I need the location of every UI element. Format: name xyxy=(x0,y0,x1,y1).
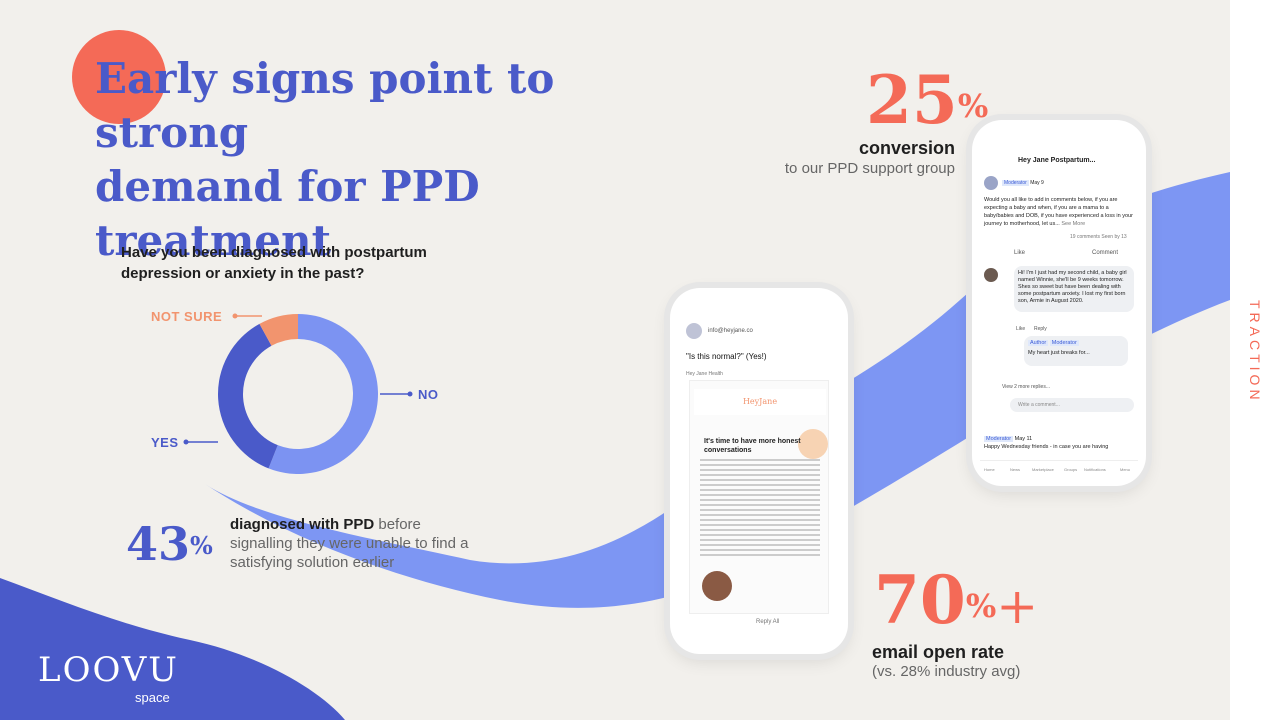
stat-diagnosed-value: 43% xyxy=(126,516,213,572)
see-more-link[interactable]: See More xyxy=(1061,221,1086,227)
second-moderator-badge: Moderator xyxy=(984,436,1014,442)
more-replies-link[interactable]: View 2 more replies... xyxy=(1002,384,1050,390)
commenter-avatar xyxy=(984,268,998,282)
nav-marketplace[interactable]: Marketplace xyxy=(1032,467,1054,472)
label-no: NO xyxy=(418,387,439,402)
post-body: Would you all like to add in comments be… xyxy=(984,197,1133,227)
stat-conversion-unit: % xyxy=(957,87,989,125)
email-sender: Hey Jane Health xyxy=(686,371,723,377)
stat-conversion-subtitle: to our PPD support group xyxy=(784,160,955,177)
moderator-avatar xyxy=(984,176,998,190)
nav-news[interactable]: News xyxy=(1010,467,1021,472)
seen-by: Seen by 13 xyxy=(1101,234,1127,240)
comment-reply[interactable]: Reply xyxy=(1034,326,1047,332)
wave-dark xyxy=(0,578,345,720)
email-text-lines xyxy=(700,459,820,559)
leader-no-dot xyxy=(407,391,413,397)
stat-email-number: 70 xyxy=(874,561,966,639)
leader-yes-dot xyxy=(183,439,189,445)
stat-email-value: 70%+ xyxy=(874,560,1038,646)
reply-moderator-badge: Moderator xyxy=(1049,340,1079,346)
page-title: Early signs point to strong demand for P… xyxy=(95,52,715,268)
nav-notifications[interactable]: Notifications xyxy=(1084,467,1106,472)
post-date: May 9 xyxy=(1030,180,1044,186)
label-yes: YES xyxy=(151,435,179,450)
survey-question: Have you been diagnosed with postpartum … xyxy=(121,244,427,282)
email-from: info@heyjane.co xyxy=(708,328,753,334)
stat-diagnosed-bold: diagnosed with PPD xyxy=(230,516,375,533)
stat-email-suffix: + xyxy=(996,577,1039,635)
stat-conversion-value: 25% xyxy=(866,60,988,140)
stat-diagnosed-rest: before signalling they were unable to fi… xyxy=(230,516,469,571)
stat-diagnosed-text: diagnosed with PPD before signalling the… xyxy=(230,515,480,572)
reply-all-button[interactable]: Reply All xyxy=(756,619,780,625)
logo-sub: space xyxy=(135,690,170,705)
post-stats: 19 comments Seen by 13 xyxy=(1070,234,1127,240)
author-badge: Author xyxy=(1028,340,1049,346)
stat-email-unit: % xyxy=(965,587,997,625)
stat-conversion-title: conversion xyxy=(858,138,955,158)
email-brand: HeyJane xyxy=(694,389,826,415)
donut-slice-not-sure xyxy=(259,314,298,346)
side-strip xyxy=(1230,0,1280,720)
stat-diagnosed-number: 43 xyxy=(126,517,191,571)
email-screen: info@heyjane.co "Is this normal?" (Yes!)… xyxy=(682,318,836,618)
email-phone-mockup: info@heyjane.co "Is this normal?" (Yes!)… xyxy=(670,288,848,654)
second-post-text: Happy Wednesday friends - in case you ar… xyxy=(984,444,1109,450)
title-accent-dot xyxy=(72,30,166,124)
email-toolbar: Reply All xyxy=(682,616,836,634)
email-decor-circle xyxy=(798,429,828,459)
stat-email-subtitle: (vs. 28% industry avg) xyxy=(872,663,1021,680)
donut-slice-yes xyxy=(218,323,278,469)
section-label: TRACTION xyxy=(1247,300,1263,404)
email-body: HeyJane It's time to have more honest co… xyxy=(689,380,829,614)
donut-slice-no xyxy=(268,314,379,474)
leader-not-sure-dot xyxy=(232,313,238,319)
comment-button[interactable]: Comment xyxy=(1092,250,1119,256)
nav-home[interactable]: Home xyxy=(984,467,995,472)
reply-bubble: Author Moderator My heart just breaks fo… xyxy=(1024,336,1128,366)
moderator-badge: Moderator xyxy=(1002,180,1029,186)
title-line-1: Early signs point to strong xyxy=(95,54,555,157)
stat-email-title: email open rate xyxy=(872,642,1005,662)
label-not-sure: NOT SURE xyxy=(151,309,223,324)
nav-menu[interactable]: Menu xyxy=(1120,467,1131,472)
email-subject: "Is this normal?" (Yes!) xyxy=(686,352,767,361)
reply-text: My heart just breaks for... xyxy=(1028,350,1090,356)
social-phone-mockup: Hey Jane Postpartum... Moderator May 9 W… xyxy=(972,120,1146,486)
sender-avatar xyxy=(686,323,702,339)
logo: LOOVU xyxy=(38,650,179,690)
nav-groups[interactable]: Groups xyxy=(1064,467,1078,472)
group-header: Hey Jane Postpartum... xyxy=(980,154,1138,170)
group-name: Hey Jane Postpartum... xyxy=(1018,157,1096,164)
second-post: Moderator May 11 Happy Wednesday friends… xyxy=(984,436,1136,450)
post-meta: Moderator May 9 xyxy=(1002,180,1044,186)
bottom-nav: Home News Marketplace Groups Notificatio… xyxy=(980,460,1138,474)
stat-conversion-number: 25 xyxy=(866,61,958,139)
write-comment-input[interactable]: Write a comment... xyxy=(1010,398,1134,412)
post-text: Would you all like to add in comments be… xyxy=(984,196,1136,228)
comment-like[interactable]: Like xyxy=(1016,326,1026,332)
author-photo xyxy=(702,571,732,601)
comment-bubble: Hi! I'm I just had my second child, a ba… xyxy=(1014,266,1134,312)
group-screen: Hey Jane Postpartum... Moderator May 9 W… xyxy=(980,150,1138,472)
comments-count: 19 comments xyxy=(1070,234,1101,240)
email-headline: It's time to have more honest conversati… xyxy=(704,438,801,454)
second-post-date: May 11 xyxy=(1014,436,1033,442)
title-line-2: demand for PPD treatment xyxy=(95,162,480,265)
stat-diagnosed-unit: % xyxy=(190,531,213,560)
like-button[interactable]: Like xyxy=(1014,250,1026,256)
